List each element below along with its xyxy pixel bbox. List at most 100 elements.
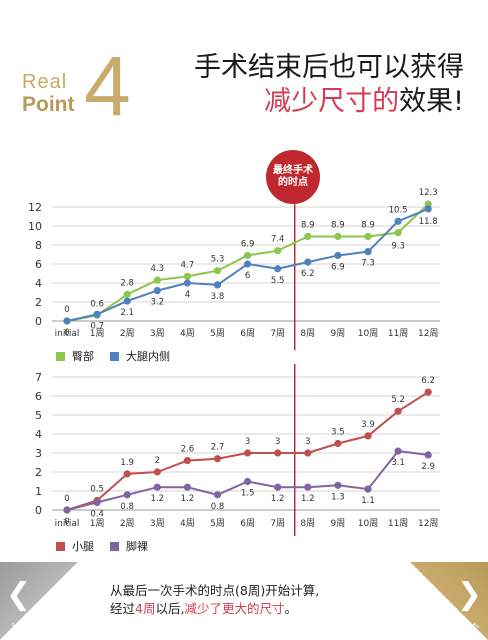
- data-point: [183, 483, 191, 491]
- y-tick-label: 0: [35, 504, 42, 517]
- x-tick-label: 3周: [150, 518, 165, 529]
- legend-item: 小腿: [56, 538, 94, 554]
- data-point: [213, 455, 222, 463]
- y-tick-label: 6: [35, 390, 42, 403]
- data-label: 3: [275, 437, 280, 447]
- x-tick-label: 3周: [150, 328, 165, 339]
- data-label: 2.9: [421, 462, 435, 472]
- x-tick-label: 1周: [90, 518, 105, 529]
- data-label: 8.9: [361, 220, 375, 230]
- caption-red1: 4周: [135, 601, 156, 616]
- y-tick-label: 6: [35, 258, 42, 271]
- x-tick-label: 7周: [270, 518, 285, 529]
- brand-point: Point: [22, 93, 75, 116]
- data-point: [123, 290, 131, 298]
- data-point: [123, 491, 131, 499]
- data-point: [334, 232, 342, 241]
- x-tick-label: 4周: [180, 328, 195, 339]
- x-tick-label: 12周: [418, 328, 438, 339]
- data-label: 1.2: [271, 494, 285, 504]
- data-point: [63, 317, 71, 325]
- data-point: [334, 251, 342, 260]
- data-label: 7.4: [271, 235, 285, 245]
- caption-mid: 以后,: [155, 601, 185, 616]
- data-label: 0.8: [211, 502, 225, 512]
- data-label: 1.2: [301, 494, 315, 504]
- data-point: [424, 451, 432, 459]
- x-tick-label: 2周: [120, 518, 135, 529]
- data-point: [63, 506, 71, 514]
- data-point: [394, 229, 402, 237]
- data-label: 5.2: [391, 395, 405, 405]
- data-label: 3.8: [211, 292, 225, 302]
- chevron-right-icon: ❯: [456, 577, 482, 612]
- data-label: 3.2: [151, 298, 165, 308]
- final-surgery-marker: 最终手术 的时点: [266, 150, 320, 204]
- x-tick-label: 5周: [210, 328, 225, 339]
- data-point: [274, 247, 282, 255]
- caption-red2: 减少了更大的尺寸: [184, 601, 285, 616]
- x-tick-label: 11周: [388, 518, 408, 529]
- chevron-left-icon: ❮: [6, 577, 32, 612]
- data-label: 0.4: [90, 509, 104, 519]
- data-label: 1.5: [241, 489, 255, 499]
- x-tick-label: 10周: [358, 328, 378, 339]
- x-tick-label: 4周: [180, 518, 195, 529]
- y-tick-label: 2: [35, 466, 42, 479]
- data-label: 5.5: [271, 276, 285, 286]
- prev-label: 上一个: [8, 622, 41, 635]
- data-label: 6: [245, 271, 250, 281]
- y-tick-label: 7: [35, 371, 42, 384]
- data-point: [304, 449, 312, 457]
- y-tick-label: 8: [35, 239, 42, 252]
- next-button[interactable]: ❯ 下一个: [410, 562, 488, 640]
- legend-label: 小腿: [72, 540, 94, 553]
- x-tick-label: 8周: [300, 328, 315, 339]
- caption-pre: 经过: [110, 601, 136, 616]
- x-tick-label: 7周: [270, 328, 285, 339]
- legend-label: 脚裸: [126, 540, 148, 553]
- data-point: [274, 483, 282, 491]
- data-label: 0.8: [120, 502, 134, 512]
- data-point: [394, 407, 402, 415]
- y-tick-label: 10: [28, 220, 42, 233]
- data-label: 0: [64, 517, 69, 527]
- footer-caption: 从最后一次手术的时点(8周)开始计算, 经过4周以后,减少了更大的尺寸。: [110, 582, 319, 618]
- data-point: [153, 468, 161, 476]
- data-point: [274, 449, 282, 457]
- data-point: [304, 258, 312, 266]
- data-label: 3.9: [361, 420, 375, 430]
- y-tick-label: 2: [35, 296, 42, 309]
- x-tick-label: 8周: [300, 518, 315, 529]
- data-point: [244, 449, 252, 457]
- data-label: 0.7: [90, 321, 104, 331]
- y-tick-label: 12: [28, 201, 42, 214]
- x-tick-label: 6周: [240, 328, 255, 339]
- data-label: 3: [305, 437, 310, 447]
- marker-label-line1: 最终手术: [273, 165, 313, 176]
- data-label: 8.9: [301, 220, 315, 230]
- data-point: [93, 498, 101, 506]
- data-point: [123, 297, 131, 305]
- data-point: [244, 251, 252, 260]
- y-tick-label: 4: [35, 277, 42, 290]
- legend-swatch: [56, 351, 65, 361]
- data-label: 0: [64, 494, 69, 504]
- brand-real: Real: [22, 71, 68, 93]
- data-label: 3.1: [391, 458, 405, 468]
- data-label: 5.3: [211, 255, 225, 265]
- data-label: 2.1: [120, 308, 134, 318]
- y-tick-label: 0: [35, 315, 42, 328]
- data-label: 0.5: [90, 485, 104, 495]
- data-label: 2.8: [120, 278, 134, 288]
- data-label: 12.3: [419, 188, 438, 198]
- next-label: 下一个: [447, 622, 480, 635]
- footer: [0, 562, 488, 640]
- legend-label: 大腿内侧: [126, 350, 170, 363]
- data-point: [304, 232, 312, 241]
- legend-label: 臀部: [72, 350, 94, 363]
- x-tick-label: 6周: [240, 518, 255, 529]
- data-label: 7.3: [361, 259, 375, 269]
- data-point: [364, 485, 372, 493]
- prev-button[interactable]: ❮ 上一个: [0, 562, 78, 640]
